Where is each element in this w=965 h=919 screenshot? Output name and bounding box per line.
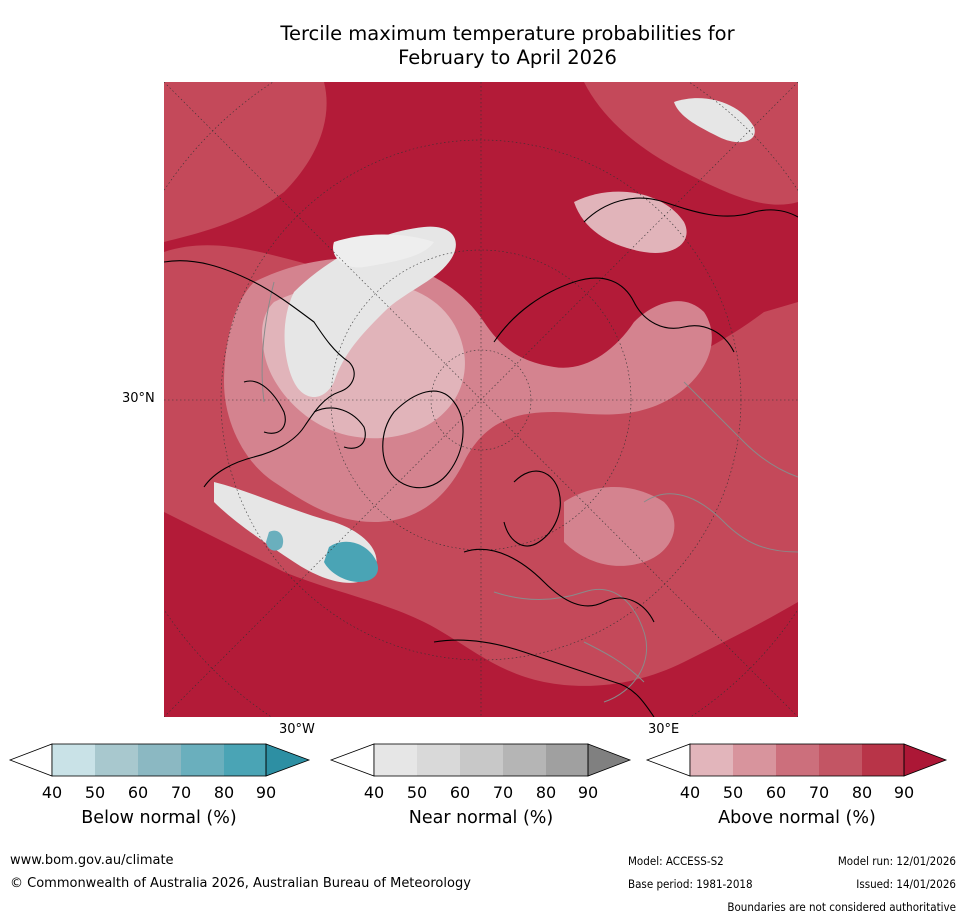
footer-url[interactable]: www.bom.gov.au/climate [10,853,174,868]
colorbar-near-label: Near normal (%) [408,808,554,828]
colorbar-near-bin-70-80 [503,744,546,776]
colorbar-above-tick: 80 [851,783,873,802]
footer-issued: Issued: 14/01/2026 [856,877,956,891]
colorbar-near-extend-high [587,743,632,777]
colorbar-near-tick: 90 [577,783,599,802]
colorbar-near-tick: 80 [535,783,557,802]
colorbar-near-extend-low [329,743,375,777]
probability-map[interactable] [164,82,798,717]
colorbar-below-tick: 60 [127,783,149,802]
colorbar-above-tick: 60 [765,783,787,802]
footer-model-run: Model run: 12/01/2026 [837,854,956,868]
colorbar-below-tick: 70 [170,783,192,802]
colorbar-above-bin-40-50 [690,744,733,776]
colorbar-below-bin-50-60 [95,744,138,776]
colorbar-above-bin-80-90 [862,744,904,776]
colorbar-below-tick: 40 [41,783,63,802]
colorbar-below [8,740,311,780]
colorbar-near-tick: 50 [406,783,428,802]
below-normal-region-2 [266,530,284,551]
lon-label-30e: 30°E [648,722,680,737]
colorbar-near-bin-40-50 [374,744,417,776]
near-normal-region [284,226,456,397]
above-mid-region-east [584,82,798,205]
footer-copyright: © Commonwealth of Australia 2026, Austra… [10,876,471,891]
colorbar-above-extend-high [903,743,948,777]
colorbar-above-tick: 90 [893,783,915,802]
colorbar-below-bin-80-90 [224,744,266,776]
near-normal-region-siberia [574,191,687,253]
colorbar-below-outline [51,743,267,777]
colorbar-near-tick: 60 [449,783,471,802]
title-line-2: February to April 2026 [398,46,617,69]
colorbar-below-tick: 50 [84,783,106,802]
map-title: Tercile maximum temperature probabilitie… [160,22,855,70]
colorbar-near-bin-80-90 [546,744,588,776]
colorbar-above-extend-low [645,743,691,777]
colorbar-near-bin-50-60 [417,744,460,776]
footer-model: Model: ACCESS-S2 [628,854,724,868]
colorbar-near-bin-60-70 [460,744,503,776]
colorbar-above-tick: 40 [679,783,701,802]
colorbar-above-tick: 50 [722,783,744,802]
lon-label-30w: 30°W [279,722,315,737]
colorbar-above-tick: 70 [808,783,830,802]
colorbar-below-tick: 90 [255,783,277,802]
colorbar-below-bin-70-80 [181,744,224,776]
footer-disclaimer: Boundaries are not considered authoritat… [727,900,956,914]
colorbar-near-tick: 40 [363,783,385,802]
colorbar-above-svg [645,743,948,777]
below-normal-region [324,541,379,582]
colorbar-above-label: Above normal (%) [718,808,876,828]
near-normal-region-2 [333,234,434,268]
colorbar-below-bin-60-70 [138,744,181,776]
colorbar-below-bin-40-50 [52,744,95,776]
colorbar-below-tick: 80 [213,783,235,802]
colorbar-above-bin-60-70 [776,744,819,776]
colorbar-above-bin-70-80 [819,744,862,776]
lat-label-30n: 30°N [122,391,155,406]
country-borders [261,281,798,703]
colorbar-below-extend-low [8,743,53,777]
colorbar-below-extend-high [265,743,311,777]
colorbar-below-svg [8,743,311,777]
near-normal-region-ne [674,98,755,143]
title-line-1: Tercile maximum temperature probabilitie… [280,22,735,45]
map-canvas [164,82,798,717]
coastlines [164,197,798,717]
graticule [164,82,798,717]
colorbar-near-tick: 70 [492,783,514,802]
colorbar-near-svg [329,743,632,777]
colorbar-below-label: Below normal (%) [81,808,237,828]
above-mid-region-north [164,82,327,242]
above-light-region-eu [564,487,675,566]
colorbar-above [645,740,948,780]
footer-base-period: Base period: 1981-2018 [628,877,753,891]
colorbar-above-bin-50-60 [733,744,776,776]
colorbar-above-outline [689,743,905,777]
colorbar-near-outline [373,743,589,777]
colorbar-near [329,740,632,780]
